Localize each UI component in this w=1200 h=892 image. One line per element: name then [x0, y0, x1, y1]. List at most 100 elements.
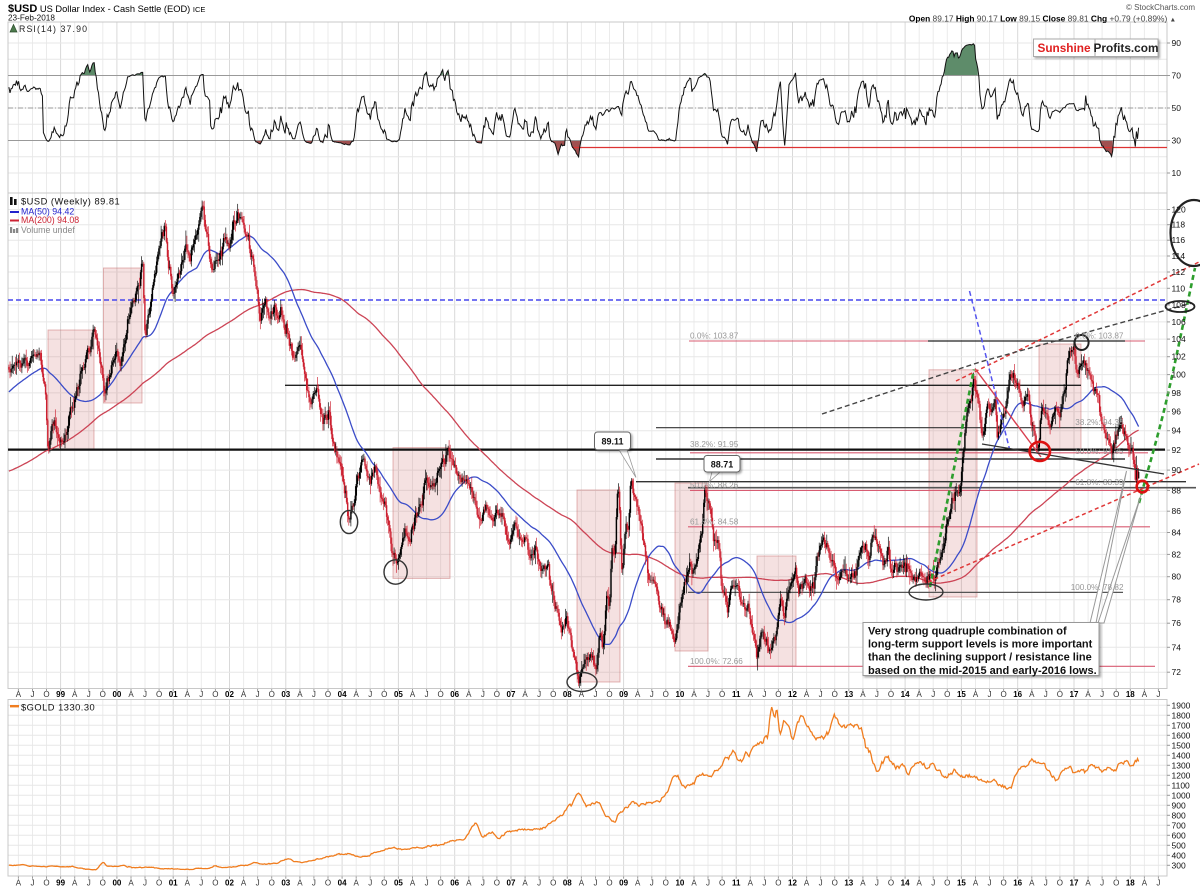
- svg-text:06: 06: [450, 690, 459, 699]
- svg-text:J: J: [312, 690, 316, 699]
- svg-text:J: J: [1100, 879, 1104, 888]
- svg-text:J: J: [256, 690, 260, 699]
- svg-text:O: O: [1000, 690, 1006, 699]
- svg-text:A: A: [579, 879, 585, 888]
- svg-text:O: O: [1057, 690, 1063, 699]
- svg-text:J: J: [425, 879, 429, 888]
- svg-text:O: O: [606, 690, 612, 699]
- svg-text:100.0%: 78.82: 100.0%: 78.82: [1071, 583, 1124, 592]
- svg-text:98: 98: [1172, 388, 1182, 398]
- svg-text:A: A: [804, 879, 810, 888]
- svg-text:Volume undef: Volume undef: [21, 225, 75, 235]
- svg-text:17: 17: [1070, 879, 1079, 888]
- svg-text:O: O: [888, 879, 894, 888]
- svg-text:J: J: [988, 690, 992, 699]
- svg-text:A: A: [241, 879, 247, 888]
- svg-text:1600: 1600: [1172, 730, 1191, 740]
- svg-text:O: O: [494, 879, 500, 888]
- svg-text:80: 80: [1172, 572, 1182, 582]
- svg-text:74: 74: [1172, 642, 1182, 652]
- svg-text:J: J: [594, 690, 598, 699]
- svg-text:04: 04: [338, 879, 347, 888]
- svg-text:23-Feb-2018: 23-Feb-2018: [8, 14, 55, 23]
- svg-text:99: 99: [56, 690, 65, 699]
- svg-text:O: O: [269, 690, 275, 699]
- svg-text:112: 112: [1172, 267, 1186, 277]
- svg-text:50: 50: [1172, 103, 1182, 113]
- svg-text:O: O: [100, 690, 106, 699]
- svg-text:78: 78: [1172, 595, 1182, 605]
- svg-text:A: A: [691, 690, 697, 699]
- svg-text:A: A: [635, 879, 641, 888]
- svg-text:J: J: [931, 879, 935, 888]
- svg-text:A: A: [1142, 879, 1148, 888]
- svg-text:A: A: [860, 879, 866, 888]
- svg-text:A: A: [917, 879, 923, 888]
- svg-text:118: 118: [1172, 220, 1186, 230]
- svg-text:J: J: [819, 690, 823, 699]
- svg-text:long-term support levels is mo: long-term support levels is more importa…: [868, 639, 1093, 651]
- svg-text:A: A: [804, 690, 810, 699]
- svg-text:1900: 1900: [1172, 700, 1191, 710]
- svg-text:01: 01: [169, 879, 178, 888]
- svg-text:J: J: [31, 690, 35, 699]
- svg-text:94: 94: [1172, 426, 1182, 436]
- svg-text:10: 10: [675, 690, 684, 699]
- svg-text:14: 14: [901, 690, 910, 699]
- svg-text:A: A: [128, 879, 134, 888]
- svg-text:72: 72: [1172, 667, 1182, 677]
- svg-text:A: A: [16, 879, 22, 888]
- svg-text:J: J: [537, 690, 541, 699]
- svg-text:O: O: [550, 690, 556, 699]
- svg-text:A: A: [635, 690, 641, 699]
- svg-text:12: 12: [788, 690, 797, 699]
- svg-text:A: A: [748, 690, 754, 699]
- svg-text:96: 96: [1172, 407, 1182, 417]
- svg-text:A: A: [354, 690, 360, 699]
- svg-text:300: 300: [1172, 860, 1186, 870]
- svg-text:J: J: [312, 879, 316, 888]
- svg-text:than the declining support / r: than the declining support / resistance …: [868, 652, 1092, 664]
- svg-text:76: 76: [1172, 618, 1182, 628]
- svg-text:O: O: [832, 879, 838, 888]
- svg-text:104: 104: [1172, 334, 1186, 344]
- svg-text:J: J: [31, 879, 35, 888]
- svg-text:O: O: [43, 690, 49, 699]
- svg-text:900: 900: [1172, 800, 1186, 810]
- svg-text:88: 88: [1172, 485, 1182, 495]
- svg-text:600: 600: [1172, 830, 1186, 840]
- svg-text:J: J: [706, 690, 710, 699]
- svg-text:1400: 1400: [1172, 750, 1191, 760]
- svg-text:12: 12: [788, 879, 797, 888]
- svg-text:11: 11: [732, 690, 741, 699]
- svg-text:O: O: [663, 879, 669, 888]
- svg-text:Profits.com: Profits.com: [1094, 41, 1159, 55]
- svg-text:J: J: [931, 690, 935, 699]
- svg-text:A: A: [579, 690, 585, 699]
- svg-text:15: 15: [957, 879, 966, 888]
- svg-text:J: J: [875, 690, 879, 699]
- svg-text:J: J: [706, 879, 710, 888]
- svg-text:A: A: [1029, 879, 1035, 888]
- svg-text:A: A: [410, 879, 416, 888]
- svg-text:© StockCharts.com: © StockCharts.com: [1126, 3, 1195, 12]
- svg-text:18: 18: [1126, 690, 1135, 699]
- svg-text:00: 00: [112, 690, 121, 699]
- svg-text:RSI(14) 37.90: RSI(14) 37.90: [19, 24, 88, 34]
- svg-text:01: 01: [169, 690, 178, 699]
- svg-text:O: O: [606, 879, 612, 888]
- svg-text:800: 800: [1172, 810, 1186, 820]
- svg-text:07: 07: [507, 879, 516, 888]
- svg-text:O: O: [944, 690, 950, 699]
- svg-text:10: 10: [1172, 168, 1182, 178]
- svg-text:18: 18: [1126, 879, 1135, 888]
- svg-text:J: J: [1044, 879, 1048, 888]
- svg-text:09: 09: [619, 690, 628, 699]
- svg-text:A: A: [522, 690, 528, 699]
- svg-text:O: O: [212, 690, 218, 699]
- svg-text:100.0%: 72.66: 100.0%: 72.66: [690, 657, 743, 666]
- svg-text:J: J: [1044, 690, 1048, 699]
- svg-text:A: A: [860, 690, 866, 699]
- svg-text:61.8%: 84.58: 61.8%: 84.58: [690, 517, 739, 526]
- svg-text:O: O: [156, 879, 162, 888]
